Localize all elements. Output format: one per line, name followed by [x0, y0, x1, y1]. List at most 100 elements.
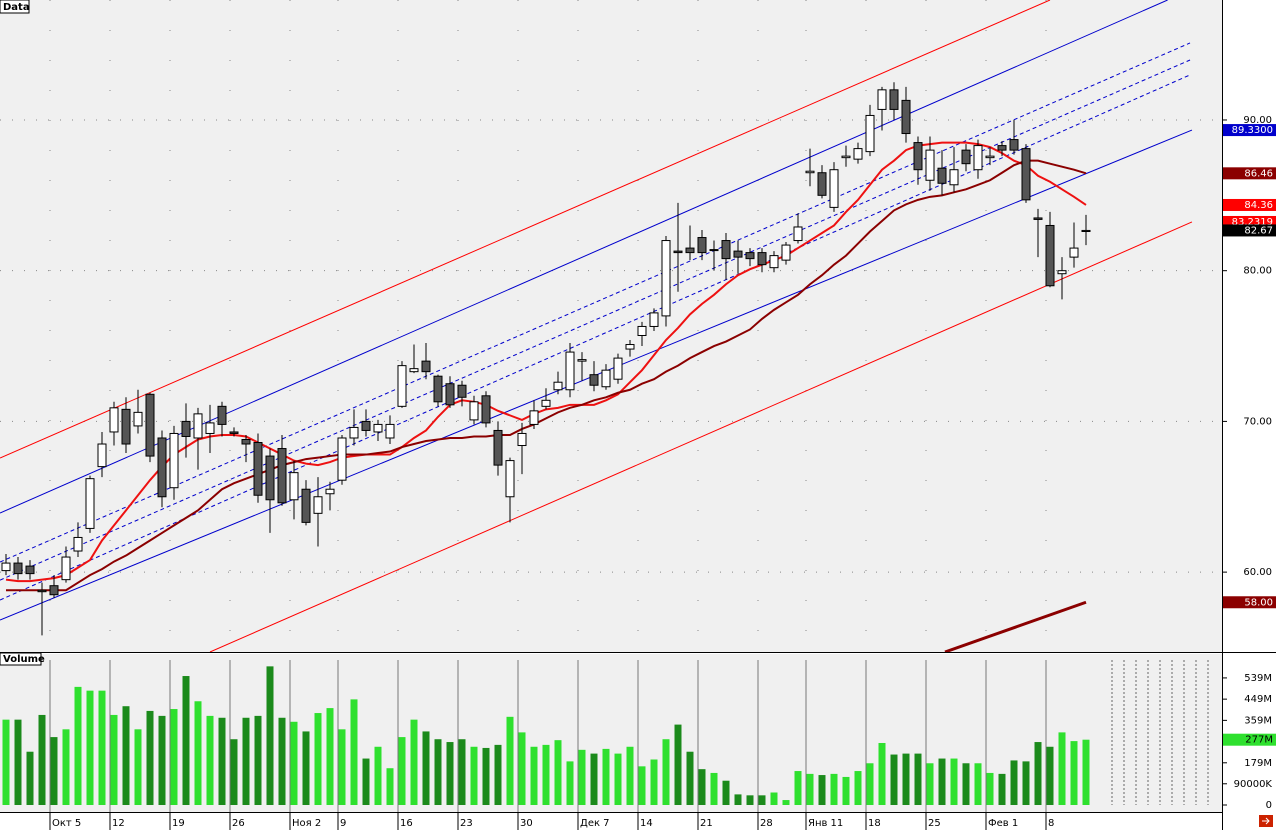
volume-bar	[230, 739, 238, 805]
volume-bar	[770, 792, 778, 805]
candle-body	[493, 429, 503, 466]
panel-title: Volume	[3, 654, 45, 665]
x-tick-label: Фев 1	[988, 818, 1018, 829]
candle-body	[877, 89, 887, 110]
volume-bar	[110, 714, 118, 805]
candle-body	[625, 344, 635, 350]
volume-bar	[782, 800, 790, 805]
value-marker-label: 84.36	[1244, 200, 1273, 211]
volume-bar	[446, 742, 454, 805]
candle-body	[277, 448, 287, 504]
volume-bar	[554, 740, 562, 805]
volume-bar	[422, 731, 430, 805]
volume-bar	[614, 753, 622, 805]
trend-line	[0, 0, 1051, 459]
panel-title-box	[0, 652, 42, 666]
volume-bar	[806, 773, 814, 805]
candle-body	[481, 395, 491, 424]
y-tick-label: 539M	[1244, 673, 1272, 684]
x-tick-label: 23	[460, 818, 473, 829]
candle-body	[901, 99, 911, 135]
y-tick-label: 179M	[1244, 758, 1272, 769]
volume-bar	[494, 744, 502, 805]
trend-line	[209, 221, 1193, 652]
volume-bar	[998, 773, 1006, 805]
candle-body	[769, 255, 779, 269]
candle-body	[841, 155, 851, 159]
x-tick-label: 25	[928, 818, 941, 829]
candle-body	[169, 432, 179, 489]
volume-panel	[0, 654, 1222, 812]
y-tick-label: 0	[1266, 800, 1272, 811]
volume-bar	[26, 751, 34, 805]
candle-body	[373, 423, 383, 433]
value-marker	[1223, 198, 1276, 211]
price-plot	[0, 0, 1222, 652]
scroll-icon	[1262, 817, 1270, 825]
candle-body	[181, 420, 191, 437]
volume-bar	[674, 724, 682, 805]
volume-bar	[602, 748, 610, 805]
x-tick-label: Окт 5	[52, 818, 81, 829]
volume-bar	[686, 751, 694, 805]
volume-bar	[1046, 746, 1054, 805]
candle-body	[193, 413, 203, 439]
candle-body	[757, 252, 767, 266]
volume-bar	[362, 758, 370, 805]
candle-body	[289, 472, 299, 501]
candle-body	[25, 565, 35, 575]
y-tick-label: 60.00	[1243, 567, 1272, 578]
candle-body	[1, 562, 11, 572]
volume-bar	[182, 676, 190, 805]
volume-bar	[470, 746, 478, 805]
volume-bar	[1082, 739, 1090, 805]
volume-plot	[2, 660, 1209, 812]
volume-bar	[722, 780, 730, 805]
candle-body	[805, 170, 815, 174]
candle-body	[421, 360, 431, 373]
y-tick-label: 70.00	[1243, 416, 1272, 427]
volume-bar	[758, 795, 766, 805]
candle-body	[397, 365, 407, 407]
value-marker	[1223, 733, 1276, 746]
candle-body	[109, 407, 119, 433]
x-tick-label: 21	[700, 818, 713, 829]
candle-body	[1081, 229, 1091, 233]
value-axis	[1222, 0, 1276, 830]
volume-bar	[962, 763, 970, 805]
candle-body	[601, 369, 611, 388]
volume-bar	[866, 763, 874, 805]
volume-bar	[50, 737, 58, 805]
volume-bar	[578, 749, 586, 805]
y-tick-label: 90000K	[1234, 779, 1273, 790]
volume-bar	[902, 753, 910, 805]
x-tick-label: 28	[760, 818, 773, 829]
candle-body	[145, 393, 155, 457]
volume-bar	[938, 758, 946, 805]
x-tick-label: 30	[520, 818, 533, 829]
candle-body	[721, 240, 731, 260]
x-tick-label: 26	[232, 818, 245, 829]
candle-body	[937, 167, 947, 184]
candle-body	[253, 442, 263, 496]
candle-body	[457, 384, 467, 398]
volume-bar	[350, 699, 358, 805]
volume-bar	[302, 731, 310, 805]
candle-body	[649, 312, 659, 327]
volume-bar	[2, 719, 10, 805]
x-tick-label: Янв 11	[808, 818, 843, 829]
value-marker	[1223, 596, 1276, 609]
candle-body	[829, 169, 839, 208]
volume-bar	[650, 759, 658, 805]
trend-line	[0, 42, 1191, 563]
candle-body	[133, 411, 143, 427]
volume-bar	[746, 795, 754, 805]
volume-bar	[830, 773, 838, 805]
date-axis	[0, 813, 1222, 830]
candle-body	[541, 399, 551, 407]
volume-bar	[818, 775, 826, 805]
volume-bar	[266, 666, 274, 805]
candle-body	[733, 250, 743, 258]
volume-bar	[842, 776, 850, 805]
candle-body	[361, 420, 371, 431]
